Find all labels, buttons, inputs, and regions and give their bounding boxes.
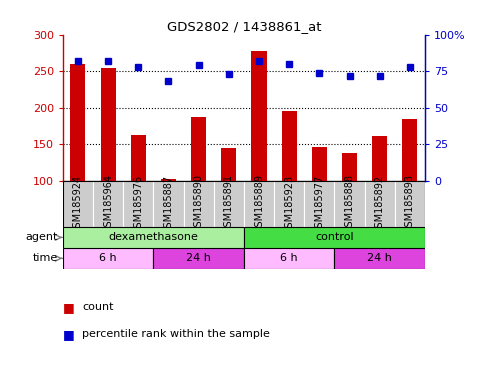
Bar	[244, 181, 274, 227]
Text: GSM185964: GSM185964	[103, 174, 113, 233]
Bar	[365, 181, 395, 227]
Text: 6 h: 6 h	[281, 253, 298, 263]
Bar	[213, 181, 244, 227]
Text: time: time	[33, 253, 58, 263]
Text: GSM185924: GSM185924	[73, 174, 83, 233]
Bar	[100, 68, 115, 181]
Text: GSM185890: GSM185890	[194, 174, 204, 233]
Bar	[123, 181, 154, 227]
Bar	[154, 181, 184, 227]
Text: ■: ■	[63, 328, 74, 341]
Text: GSM185891: GSM185891	[224, 174, 234, 233]
Bar	[131, 135, 146, 181]
Text: GSM185888: GSM185888	[344, 174, 355, 233]
Bar	[161, 179, 176, 181]
Bar	[334, 181, 365, 227]
Bar	[312, 147, 327, 181]
Bar	[191, 117, 206, 181]
Text: agent: agent	[26, 232, 58, 242]
Bar	[63, 181, 93, 227]
Bar	[63, 227, 244, 248]
Text: 24 h: 24 h	[367, 253, 392, 263]
Bar	[334, 248, 425, 269]
Bar	[282, 111, 297, 181]
Bar	[71, 64, 85, 181]
Bar	[154, 248, 244, 269]
Text: GSM185887: GSM185887	[163, 174, 173, 233]
Bar	[244, 227, 425, 248]
Text: GSM185892: GSM185892	[375, 174, 385, 233]
Bar	[372, 136, 387, 181]
Bar	[252, 51, 267, 181]
Bar	[184, 181, 213, 227]
Text: GSM185889: GSM185889	[254, 174, 264, 233]
Text: ■: ■	[63, 301, 74, 314]
Text: GSM185893: GSM185893	[405, 174, 415, 233]
Text: percentile rank within the sample: percentile rank within the sample	[82, 329, 270, 339]
Text: count: count	[82, 302, 114, 312]
Bar	[221, 148, 236, 181]
Text: control: control	[315, 232, 354, 242]
Bar	[244, 248, 334, 269]
Bar	[63, 248, 154, 269]
Bar	[342, 153, 357, 181]
Text: dexamethasone: dexamethasone	[108, 232, 199, 242]
Title: GDS2802 / 1438861_at: GDS2802 / 1438861_at	[167, 20, 321, 33]
Bar	[304, 181, 334, 227]
Bar	[395, 181, 425, 227]
Bar	[402, 119, 417, 181]
Text: GSM185977: GSM185977	[314, 174, 325, 233]
Bar	[93, 181, 123, 227]
Text: 6 h: 6 h	[99, 253, 117, 263]
Text: 24 h: 24 h	[186, 253, 211, 263]
Text: GSM185976: GSM185976	[133, 174, 143, 233]
Bar	[274, 181, 304, 227]
Text: GSM185923: GSM185923	[284, 174, 294, 233]
